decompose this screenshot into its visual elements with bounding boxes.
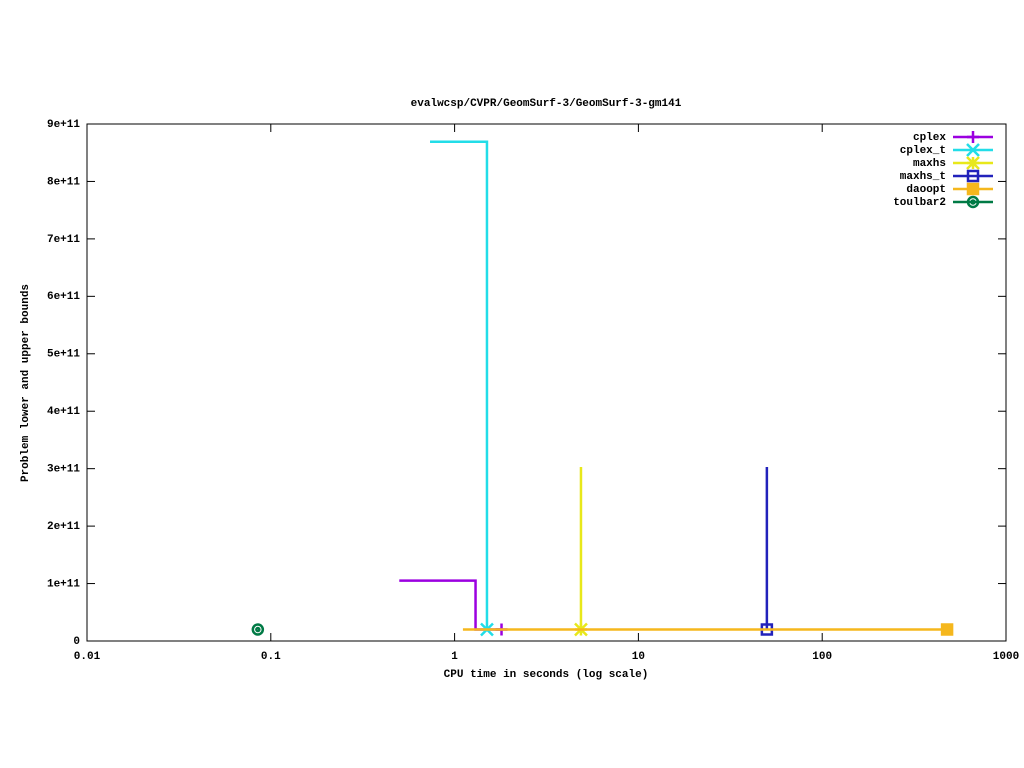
y-tick-label: 3e+11 [47,464,80,476]
legend-marker [966,169,980,183]
x-tick-label: 1 [451,651,458,663]
x-tick-label: 10 [632,651,645,663]
legend-label: daoopt [906,184,946,196]
y-tick-label: 9e+11 [47,119,80,131]
legend-marker [966,195,980,209]
x-tick-label: 0.1 [261,651,281,663]
data-point [760,623,774,636]
x-tick-label: 1000 [993,651,1019,663]
y-axis-label: Problem lower and upper bounds [20,284,32,482]
legend-marker [967,131,979,143]
data-point [251,623,265,636]
y-tick-label: 8e+11 [47,176,80,188]
y-tick-label: 5e+11 [47,349,80,361]
y-tick-label: 1e+11 [47,578,80,590]
legend-label: maxhs [913,158,946,170]
chart-title: evalwcsp/CVPR/GeomSurf-3/GeomSurf-3-gm14… [411,98,682,110]
legend-marker [966,156,980,170]
y-tick-label: 7e+11 [47,234,80,246]
x-tick-label: 100 [812,651,832,663]
y-tick-label: 6e+11 [47,291,80,303]
y-tick-label: 2e+11 [47,521,80,533]
legend-label: toulbar2 [893,197,946,209]
y-tick-label: 4e+11 [47,406,80,418]
plot-border [86,123,1007,642]
legend-marker [966,143,980,157]
series-line [430,140,489,630]
x-tick-label: 0.01 [74,651,101,663]
legend-label: maxhs_t [900,171,946,183]
legend-marker [966,182,980,196]
x-axis-label: CPU time in seconds (log scale) [444,669,649,681]
legend-label: cplex_t [900,145,946,157]
y-tick-label: 0 [73,636,80,648]
data-point [940,623,954,636]
legend-label: cplex [913,132,946,144]
